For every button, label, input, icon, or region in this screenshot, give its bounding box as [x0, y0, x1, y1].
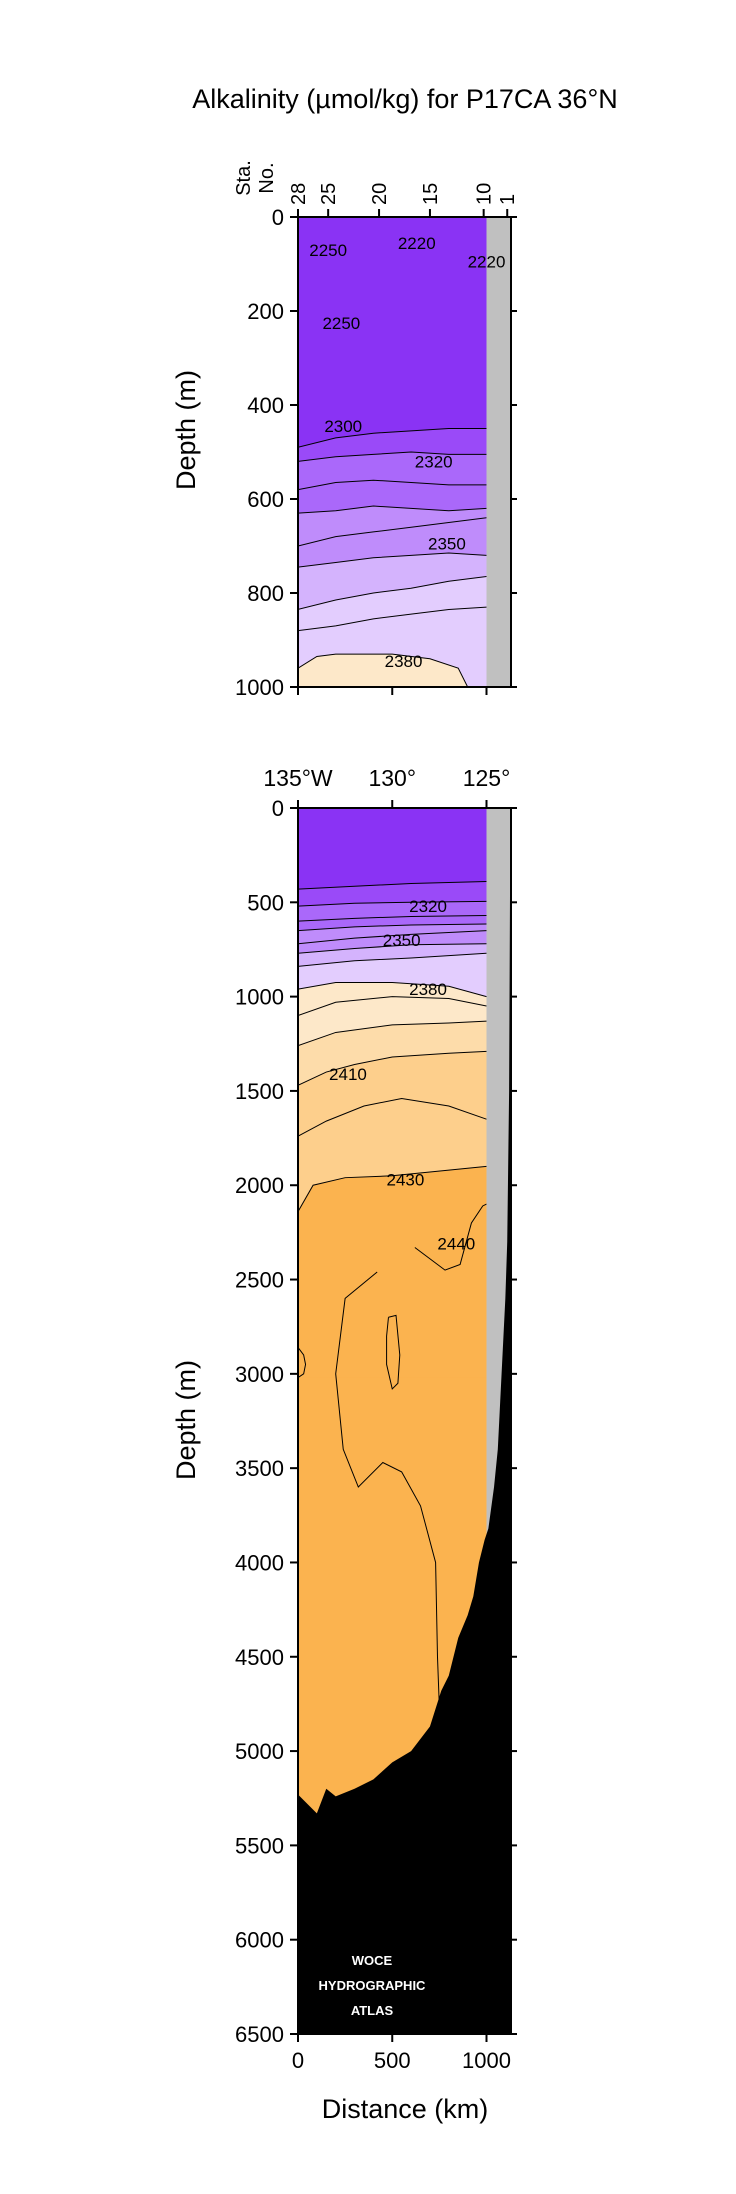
lower-contour-label-1: 2350 — [383, 931, 421, 950]
lower-y-tick-label-1: 500 — [247, 890, 284, 915]
lower-isoline-2390-8 — [298, 996, 487, 1016]
upper-y-tick-label-1: 200 — [247, 299, 284, 324]
upper-y-tick-label-0: 0 — [272, 205, 284, 230]
station-label-2: 20 — [369, 183, 391, 205]
lower-section-panel: 2320 2350 2380 2410 2430 2440 0 500 1000 1500 200… — [171, 765, 517, 2124]
lower-y-tick-label-3: 1500 — [235, 1079, 284, 1104]
upper-contour-label-1: 2220 — [398, 234, 436, 253]
upper-y-tick-label-3: 600 — [247, 487, 284, 512]
upper-contour-label-7: 2380 — [385, 652, 423, 671]
upper-shelf-no-data — [486, 217, 511, 687]
lower-contour-label-0: 2320 — [409, 897, 447, 916]
lower-isoline-2380-7 — [298, 981, 487, 998]
woce-watermark: WOCE HYDROGRAPHIC ATLAS — [319, 1953, 427, 2018]
watermark-line-3: ATLAS — [351, 2003, 394, 2018]
upper-contour-label-5: 2320 — [415, 452, 453, 471]
lon-tick-label-1: 130° — [368, 765, 416, 791]
lon-tick-label-0: 135°W — [263, 765, 333, 791]
lower-isoline-2440-15 — [386, 1314, 401, 1390]
station-label-5: 1 — [497, 194, 519, 205]
lower-y-tick-label-4: 2000 — [235, 1173, 284, 1198]
lower-isoline-2420-11 — [298, 1097, 487, 1137]
lower-isoline-2360-5 — [298, 943, 487, 954]
upper-isoline-2375-7 — [298, 606, 487, 632]
x-tick-label-2: 1000 — [462, 2048, 511, 2073]
upper-contour-label-3: 2250 — [322, 314, 360, 333]
lower-seafloor — [298, 808, 511, 2034]
station-label-1: 25 — [318, 183, 340, 205]
lower-isoline-2410-10 — [298, 1050, 487, 1086]
lower-isoline-2370-6 — [298, 952, 487, 967]
lower-isoline-2440-13 — [414, 1203, 487, 1271]
lower-contour-label-2: 2380 — [409, 980, 447, 999]
lower-y-tick-label-2: 1000 — [235, 985, 284, 1010]
upper-section-panel: 2250 2220 2220 2250 2300 2320 2350 2380 0 200 400… — [171, 160, 519, 700]
lower-y-tick-label-7: 3500 — [235, 1456, 284, 1481]
lower-isoline-2400-9 — [298, 1020, 487, 1047]
lower-panel-frame — [297, 807, 512, 2035]
upper-panel-frame — [297, 216, 512, 688]
upper-band-2380-8 — [298, 654, 511, 687]
upper-y-tick-label-2: 400 — [247, 393, 284, 418]
upper-isoline-2380-8 — [298, 653, 469, 687]
upper-isoline-2330-2 — [298, 479, 487, 491]
station-axis-label-sta: Sta. — [233, 160, 255, 196]
lower-isoline-2300-0 — [298, 881, 487, 890]
chart-title: Alkalinity (µmol/kg) for P17CA 36°N — [192, 84, 618, 114]
upper-contour-label-4: 2300 — [324, 417, 362, 436]
station-axis-label-no: No. — [256, 162, 278, 193]
lower-y-tick-label-13: 6500 — [235, 2022, 284, 2047]
upper-y-tick-label-4: 800 — [247, 581, 284, 606]
upper-y-tick-label-5: 1000 — [235, 675, 284, 700]
upper-isoline-2360-5 — [298, 552, 487, 568]
station-label-3: 15 — [420, 183, 442, 205]
lower-isoline-2440-16 — [298, 1347, 307, 1379]
watermark-line-1: WOCE — [352, 1953, 393, 1968]
station-label-4: 10 — [474, 183, 496, 205]
lower-y-tick-label-11: 5500 — [235, 1833, 284, 1858]
upper-contour-label-2: 2220 — [468, 253, 506, 272]
station-label-0: 28 — [288, 183, 310, 205]
lower-y-tick-label-8: 4000 — [235, 1550, 284, 1575]
lower-y-tick-label-5: 2500 — [235, 1268, 284, 1293]
upper-isoline-2370-6 — [298, 576, 487, 610]
lower-isoline-2320-1 — [298, 900, 487, 907]
upper-isoline-2300-0 — [298, 428, 487, 448]
lon-tick-label-2: 125° — [463, 765, 511, 791]
upper-contour-label-0: 2250 — [309, 241, 347, 260]
lower-contour-label-3: 2410 — [329, 1065, 367, 1084]
lower-isoline-2330-2 — [298, 915, 487, 922]
lower-y-tick-label-0: 0 — [272, 796, 284, 821]
lower-isoline-2340-3 — [298, 923, 487, 932]
watermark-line-2: HYDROGRAPHIC — [319, 1978, 427, 1993]
lower-contour-label-4: 2430 — [387, 1171, 425, 1190]
upper-contour-label-6: 2350 — [428, 535, 466, 554]
upper-isoline-2320-1 — [298, 451, 487, 462]
lower-isoline-2430-12 — [298, 1165, 487, 1212]
lower-isoline-2440-14 — [335, 1271, 440, 1708]
lower-isoline-2350-4 — [298, 930, 487, 945]
x-tick-label-1: 500 — [374, 2048, 411, 2073]
x-tick-label-0: 0 — [292, 2048, 304, 2073]
x-axis-label: Distance (km) — [322, 2094, 489, 2124]
lower-y-axis-label: Depth (m) — [171, 1360, 201, 1480]
lower-y-tick-label-6: 3000 — [235, 1362, 284, 1387]
lower-y-tick-label-9: 4500 — [235, 1645, 284, 1670]
lower-y-tick-label-10: 5000 — [235, 1739, 284, 1764]
upper-isoline-2340-3 — [298, 505, 487, 514]
lower-contour-label-5: 2440 — [437, 1235, 475, 1254]
lower-y-tick-label-12: 6000 — [235, 1928, 284, 1953]
upper-isoline-2350-4 — [298, 517, 487, 547]
upper-y-axis-label: Depth (m) — [171, 370, 201, 490]
